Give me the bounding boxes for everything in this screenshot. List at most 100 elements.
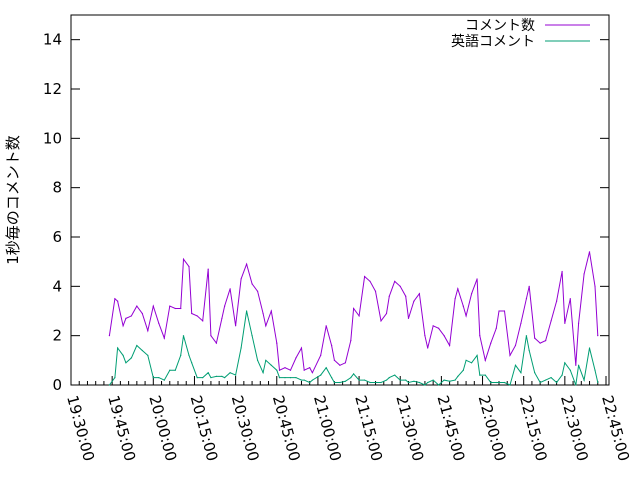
y-tick-label: 14 [43, 31, 62, 49]
data-point [331, 377, 333, 379]
data-point [407, 381, 410, 384]
data-point [363, 275, 366, 278]
data-point [117, 300, 119, 302]
data-point [427, 381, 429, 384]
legend-label-1: コメント数 [465, 18, 535, 34]
data-point [180, 307, 182, 310]
data-point [424, 335, 426, 337]
data-point [221, 375, 223, 377]
x-tick-label: 19:45:00 [104, 393, 139, 463]
data-point [174, 307, 176, 310]
data-point [262, 372, 264, 374]
data-point [556, 381, 558, 384]
data-point [470, 362, 473, 364]
data-point [125, 317, 127, 319]
data-point [122, 325, 124, 327]
data-point [385, 379, 388, 381]
data-point [498, 310, 500, 312]
y-tick-label: 8 [52, 179, 62, 197]
data-point [385, 312, 388, 315]
data-point [276, 369, 278, 371]
data-point [479, 335, 481, 337]
data-point [438, 384, 440, 386]
data-point [449, 380, 451, 382]
data-point [210, 377, 212, 379]
data-point [594, 369, 596, 371]
data-point [495, 381, 497, 384]
data-point [245, 263, 248, 265]
data-point [350, 377, 352, 379]
data-point [331, 344, 333, 347]
data-point [465, 315, 467, 317]
data-point [380, 381, 382, 384]
data-point [380, 320, 382, 322]
data-point [311, 379, 314, 381]
data-point [462, 369, 464, 371]
data-point [413, 300, 415, 302]
data-point [561, 374, 563, 376]
data-point [303, 369, 305, 371]
data-point [215, 342, 218, 344]
x-tick-label: 20:00:00 [145, 393, 180, 463]
data-point [495, 327, 497, 329]
data-point [449, 344, 451, 347]
data-point [333, 381, 335, 384]
data-point [575, 364, 577, 366]
data-point [117, 347, 119, 349]
data-point [597, 381, 599, 384]
data-point [158, 322, 160, 324]
data-point [503, 310, 506, 312]
data-point [339, 381, 341, 384]
data-point [125, 362, 127, 364]
data-point [224, 377, 226, 379]
data-point [141, 349, 143, 352]
x-tick-label: 19:30:00 [63, 393, 98, 463]
data-point [325, 325, 327, 327]
data-point [196, 315, 198, 317]
data-point [539, 342, 541, 344]
data-point [550, 377, 552, 379]
data-point [182, 335, 185, 337]
data-point [457, 375, 459, 377]
data-point [344, 380, 346, 382]
data-point [418, 381, 421, 384]
data-point [583, 273, 585, 275]
x-tick-label: 22:45:00 [598, 393, 633, 463]
data-point [503, 381, 506, 384]
data-point [130, 315, 132, 317]
y-tick-label: 0 [52, 376, 62, 394]
data-point [270, 310, 272, 312]
data-point [240, 347, 242, 349]
data-point [413, 380, 415, 382]
data-point [188, 354, 190, 356]
data-point [520, 372, 522, 374]
data-point [470, 293, 473, 295]
data-point [147, 354, 149, 356]
data-point [564, 322, 566, 324]
data-point [476, 354, 478, 356]
data-point [443, 379, 445, 381]
data-point [509, 384, 511, 386]
data-point [163, 379, 165, 381]
data-point [245, 310, 248, 312]
data-point [158, 377, 160, 379]
data-point [202, 377, 204, 379]
data-point [289, 377, 292, 379]
data-point [344, 362, 346, 364]
data-point [550, 320, 552, 322]
data-point [278, 369, 281, 371]
data-point [484, 359, 486, 361]
data-point [339, 364, 341, 366]
x-tick-label: 20:30:00 [228, 393, 263, 463]
data-point [528, 349, 530, 352]
y-tick-label: 12 [43, 80, 62, 98]
data-point [265, 325, 267, 327]
data-point [394, 374, 396, 376]
data-point [174, 369, 176, 371]
data-point [136, 305, 138, 307]
data-point [224, 305, 226, 307]
data-point [303, 379, 305, 381]
y-tick-label: 2 [52, 327, 62, 345]
x-tick-label: 21:00:00 [310, 393, 345, 463]
